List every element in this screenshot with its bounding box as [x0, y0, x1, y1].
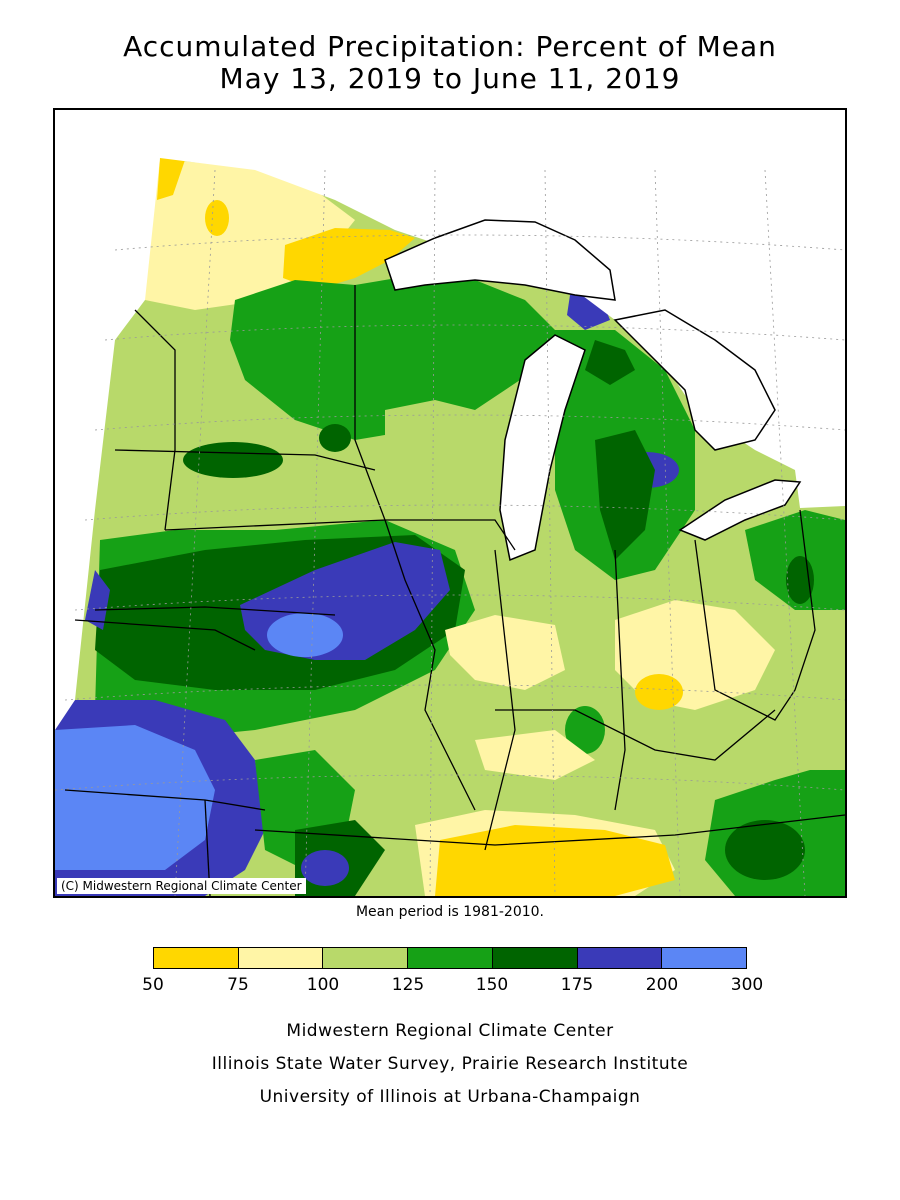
legend-tick-150: 150 — [475, 975, 509, 995]
no-data-area — [55, 110, 845, 730]
zone-50-75-in — [635, 674, 683, 710]
legend-tick-300: 300 — [730, 975, 764, 995]
legend-swatch-175-200 — [577, 948, 663, 968]
lake-erie — [678, 479, 802, 541]
legend-tick-125: 125 — [391, 975, 425, 995]
legend-tick-50: 50 — [142, 975, 164, 995]
zone-100-125-mn-small — [219, 370, 247, 414]
zone-50-75-nw-corner — [157, 158, 185, 200]
credit-mrcc: Midwestern Regional Climate Center — [286, 1021, 614, 1041]
precipitation-map: (C) Midwestern Regional Climate Center — [53, 108, 847, 898]
mean-period-note: Mean period is 1981-2010. — [355, 904, 545, 920]
legend-tick-75: 75 — [227, 975, 249, 995]
legend-swatch-100-125 — [323, 948, 409, 968]
zone-150-175-wi-small — [319, 424, 351, 452]
lake-huron — [613, 309, 776, 451]
zone-200-300-iowa — [267, 613, 343, 657]
legend-swatch-75-100 — [238, 948, 324, 968]
zone-100-125-wv — [775, 720, 845, 770]
zone-175-200-ne-edge — [85, 570, 110, 630]
zone-150-175-tn-east — [725, 820, 805, 880]
color-legend — [153, 947, 747, 969]
zone-50-75-mn-small — [205, 200, 229, 236]
credit-isws: Illinois State Water Survey, Prairie Res… — [211, 1054, 689, 1074]
credit-uiuc: University of Illinois at Urbana-Champai… — [259, 1087, 641, 1107]
zone-150-175-mi-north — [585, 340, 635, 385]
zone-125-150-in-south — [565, 706, 605, 754]
zone-50-75-mn-arrowhead — [283, 228, 415, 290]
legend-swatch-200-300 — [662, 948, 747, 968]
zone-125-150-upper-midwest — [230, 275, 555, 440]
zone-75-100-il-central — [445, 615, 565, 690]
zone-50-75-tn — [435, 825, 675, 896]
lake-superior — [384, 219, 616, 301]
lake-michigan — [499, 334, 586, 562]
legend-swatch-50-75 — [154, 948, 239, 968]
legend-swatch-125-150 — [408, 948, 493, 968]
zone-100-125-wi — [385, 400, 495, 480]
state-boundaries — [64, 285, 845, 896]
legend-tick-200: 200 — [645, 975, 679, 995]
date-range-subtitle: May 13, 2019 to June 11, 2019 — [219, 62, 681, 95]
map-canvas — [55, 110, 845, 896]
legend-swatch-150-175 — [492, 948, 578, 968]
zone-150-175-mi-central — [595, 430, 655, 560]
legend-tick-175: 175 — [560, 975, 594, 995]
zone-150-175-mn-south — [183, 442, 283, 478]
map-title: Accumulated Precipitation: Percent of Me… — [123, 30, 777, 63]
copyright-label: (C) Midwestern Regional Climate Center — [57, 878, 306, 894]
graticule — [55, 169, 845, 896]
zone-150-175-oh-east — [786, 556, 814, 604]
legend-tick-100: 100 — [306, 975, 340, 995]
zone-175-200-mo-small — [301, 850, 349, 886]
zone-200-300-ks — [55, 725, 215, 870]
